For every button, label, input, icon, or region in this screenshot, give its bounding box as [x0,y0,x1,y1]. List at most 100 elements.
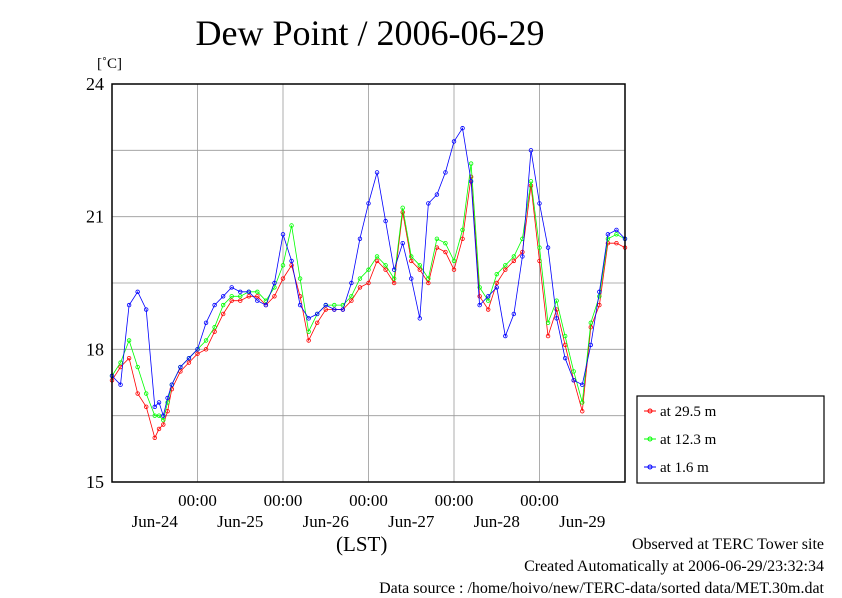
data-point [486,294,491,299]
data-point [135,364,140,370]
y-axis-unit: [˚C] [97,56,122,72]
data-point [349,298,354,303]
data-point [152,413,157,418]
data-point [374,254,380,259]
observed-site-note: Observed at TERC Tower site [631,536,824,553]
data-point [165,400,170,405]
data-point [451,139,457,144]
data-point [528,179,534,184]
x-tick-label: 00:00 [349,491,388,510]
data-point [186,360,192,365]
data-point [545,320,551,325]
data-point [195,347,200,352]
data-point [597,289,602,295]
data-point [409,276,414,281]
data-point [212,325,217,330]
data-point [409,254,414,259]
data-point [238,298,243,303]
data-point [503,263,508,268]
data-point [220,302,226,308]
data-point [391,276,397,281]
data-point [126,338,132,343]
data-point [460,126,465,131]
data-point [297,302,303,308]
data-point [426,276,431,281]
data-point [212,329,217,334]
data-point [118,360,123,365]
data-point [494,285,499,290]
data-point [460,236,465,241]
data-point [443,170,448,175]
data-point [246,289,251,295]
data-point [255,289,260,295]
data-point [588,342,593,348]
data-point [580,400,585,405]
data-point [212,302,217,308]
data-point [554,316,559,321]
data-point [434,192,440,197]
data-point [357,285,363,290]
data-point [383,267,388,272]
data-point [195,351,200,356]
data-point [203,320,209,325]
data-point [571,378,576,383]
data-point [315,320,320,325]
data-point [426,201,431,206]
data-point [614,227,619,233]
data-point [255,298,260,303]
data-point [323,307,328,312]
data-point [156,413,162,418]
data-point [186,355,192,361]
data-point [135,391,140,396]
series-line [111,176,626,439]
data-point [229,298,234,303]
data-point [374,170,380,175]
data-point [409,258,414,264]
data-point [434,236,440,241]
data-point [332,302,337,308]
data-point [477,294,482,299]
data-point [118,382,123,387]
data-source-note: Data source : /home/hoivo/new/TERC-data/… [379,580,824,597]
x-axis-label: (LST) [336,532,388,556]
data-point [400,205,405,211]
data-point [511,258,517,264]
plot-frame [111,83,626,483]
data-point [537,245,542,250]
data-point [383,218,388,224]
data-point [545,245,551,250]
data-point [306,329,311,334]
data-point [135,289,140,295]
data-point [289,258,294,264]
data-point [229,294,234,299]
data-point [143,404,149,410]
data-point [315,311,320,317]
data-point [486,307,491,312]
data-point [238,289,243,295]
data-point [545,333,551,339]
legend-label: at 1.6 m [660,460,709,476]
x-tick-label: 00:00 [264,491,303,510]
legend-label: at 29.5 m [660,404,717,420]
data-point [263,302,269,308]
data-point [443,249,448,255]
data-point [156,400,162,405]
data-point [178,364,183,370]
data-point [605,232,611,237]
y-tick-label: 21 [86,207,104,227]
data-point [238,294,243,299]
data-point [280,263,286,268]
data-point [511,311,517,317]
x-tick-label: 00:00 [435,491,474,510]
y-tick-label: 15 [86,472,104,492]
date-label: Jun-25 [217,512,263,531]
data-point [203,338,209,343]
data-point [366,280,371,286]
series-layer [109,126,628,440]
data-point [443,240,448,246]
data-point [562,355,568,361]
data-point [366,201,371,206]
data-point [580,409,585,414]
data-point [477,302,482,308]
legend-label: at 12.3 m [660,432,717,448]
